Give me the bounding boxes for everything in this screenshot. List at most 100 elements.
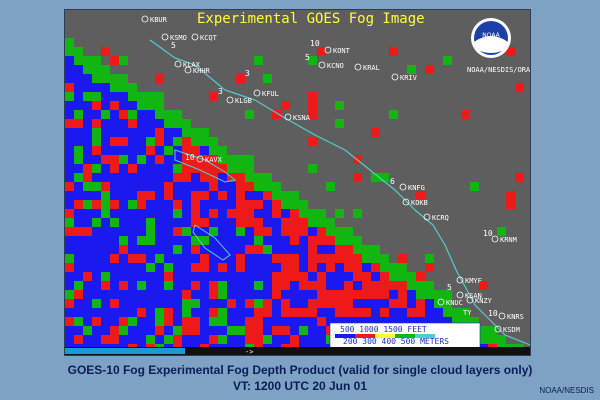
fog-cell [290,326,299,335]
fog-cell [119,164,128,173]
station-label: KBUR [150,16,168,24]
fog-cell [299,227,308,236]
fog-cell [326,317,335,326]
fog-cell [83,119,92,128]
fog-cell [443,56,452,65]
fog-cell [209,209,218,218]
fog-cell [353,308,362,317]
fog-cell [83,200,92,209]
fog-cell [137,335,146,344]
fog-cell [380,173,389,182]
station-marker [391,73,399,81]
fog-cell [245,200,254,209]
fog-cell [164,263,173,272]
fog-cell [182,200,191,209]
fog-cell [191,128,200,137]
fog-cell [209,245,218,254]
fog-cell [227,182,236,191]
fog-cell [272,110,281,119]
island-outline [192,224,231,261]
fog-cell [110,272,119,281]
fog-cell [443,308,452,317]
fog-cell [191,326,200,335]
fog-cell [416,281,425,290]
fog-cell [209,137,218,146]
fog-cell [281,263,290,272]
fog-cell [326,236,335,245]
fog-cell [227,209,236,218]
fog-cell [281,326,290,335]
fog-cell [74,299,83,308]
fog-cell [74,209,83,218]
fog-cell [101,281,110,290]
fog-cell [218,146,227,155]
fog-cell [119,155,128,164]
fog-cell [74,83,83,92]
fog-cell [434,308,443,317]
fog-cell [92,290,101,299]
fog-cell [272,200,281,209]
fog-cell [362,308,371,317]
fog-cell [128,182,137,191]
fog-cell [92,74,101,83]
fog-cell [326,281,335,290]
fog-cell [380,281,389,290]
fog-cell [290,299,299,308]
fog-cell [389,110,398,119]
fog-cell [326,308,335,317]
fog-cell [461,317,470,326]
fog-cell [227,308,236,317]
fog-cell [227,317,236,326]
fog-cell [263,74,272,83]
fog-cell [254,209,263,218]
fog-cell [245,263,254,272]
station-marker [174,60,182,68]
fog-cell [191,281,200,290]
fog-cell [146,218,155,227]
fog-cell [65,155,74,164]
fog-cell [74,218,83,227]
fog-cell [353,317,362,326]
fog-cell [218,200,227,209]
station-label: KHHR [193,67,211,75]
fog-cell [164,326,173,335]
fog-cell [200,182,209,191]
fog-cell [344,299,353,308]
station-label: KNZY [475,297,493,305]
fog-cell [173,182,182,191]
fog-cell [101,83,110,92]
fog-cell [83,110,92,119]
fog-cell [137,146,146,155]
fog-cell [281,299,290,308]
fog-cell [191,263,200,272]
fog-cell [92,326,101,335]
fog-cell [110,227,119,236]
fog-cell [146,254,155,263]
fog-cell [155,137,164,146]
fog-cell [308,236,317,245]
fog-cell [209,200,218,209]
fog-cell [92,218,101,227]
fog-cell [218,281,227,290]
fog-cell [299,263,308,272]
fog-cell [236,272,245,281]
fog-cell [371,263,380,272]
station-marker [191,33,199,41]
fog-cell [74,227,83,236]
fog-cell [92,155,101,164]
fog-cell [506,47,515,56]
fog-cell [110,182,119,191]
fog-cell [83,272,92,281]
fog-cell [218,236,227,245]
station-label: KRNM [500,236,517,244]
caption-line-1: GOES-10 Fog Experimental Fog Depth Produ… [67,363,533,377]
fog-cell [317,326,326,335]
fog-cell [65,335,74,344]
fog-cell [182,326,191,335]
fog-cell [128,110,137,119]
fog-cell [92,200,101,209]
fog-cell [65,137,74,146]
station-label: KCNO [327,62,344,70]
